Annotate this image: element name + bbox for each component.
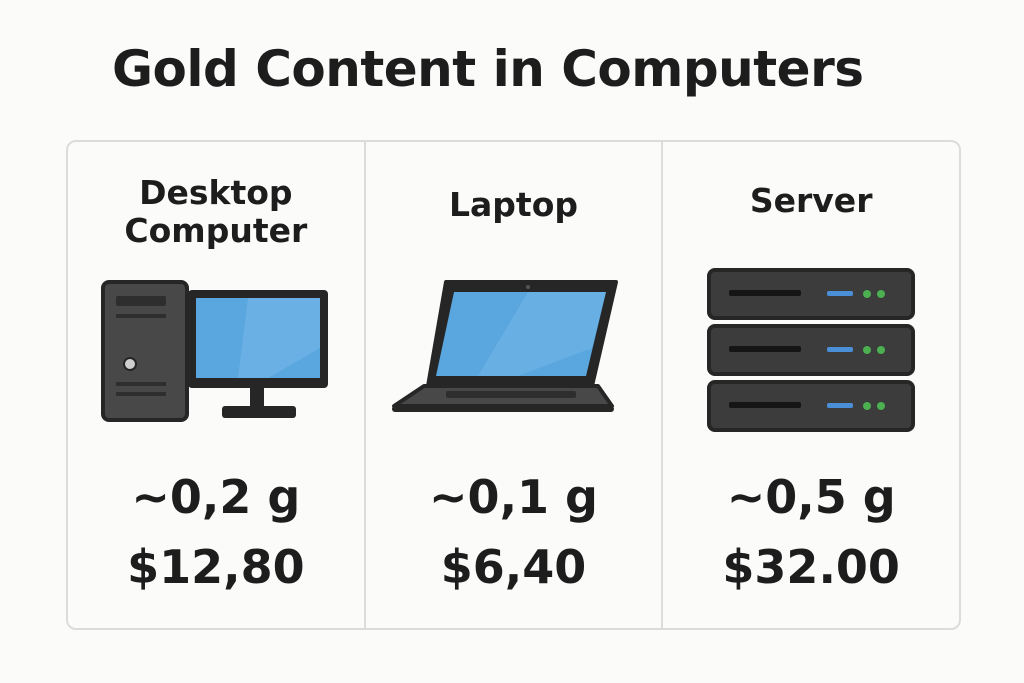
laptop-title: Laptop	[366, 186, 662, 224]
server-rack-icon	[707, 268, 916, 432]
comparison-panel: Desktop Computer ~0,2 g $12,80 Laptop	[66, 140, 961, 630]
server-card: Server	[661, 142, 959, 628]
laptop-card: Laptop ~0,1 g $6,40	[363, 142, 662, 628]
server-title-line1: Server	[749, 181, 873, 220]
server-title: Server	[663, 182, 959, 220]
desktop-title-line2: Computer	[124, 211, 308, 250]
desktop-title: Desktop Computer	[68, 174, 364, 250]
desktop-card: Desktop Computer ~0,2 g $12,80	[68, 142, 364, 628]
desktop-title-line1: Desktop	[139, 173, 293, 212]
laptop-icon	[391, 280, 618, 412]
laptop-title-line1: Laptop	[449, 185, 578, 224]
laptop-gold-weight: ~0,1 g	[429, 470, 598, 524]
page-title: Gold Content in Computers	[112, 40, 864, 98]
server-gold-price: $32.00	[722, 540, 900, 594]
desktop-gold-weight: ~0,2 g	[131, 470, 301, 524]
desktop-computer-icon	[101, 280, 328, 422]
desktop-gold-price: $12,80	[127, 540, 305, 594]
server-gold-weight: ~0,5 g	[726, 470, 896, 524]
laptop-gold-price: $6,40	[440, 540, 587, 594]
